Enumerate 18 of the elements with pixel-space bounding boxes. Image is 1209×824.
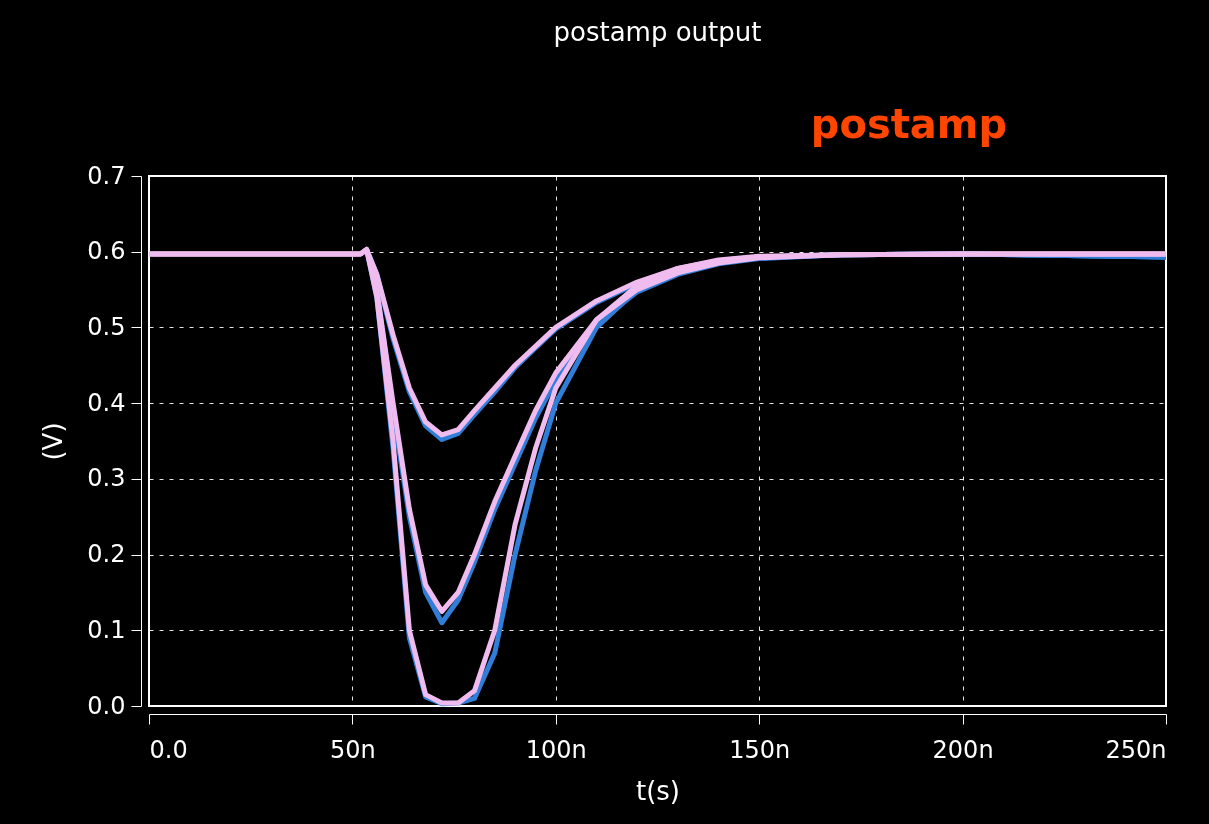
y-tick-label: 0.0 (87, 691, 126, 720)
y-tick-label: 0.6 (87, 237, 126, 266)
y-axis-title: (V) (38, 422, 69, 461)
x-tick-label: 150n (729, 735, 791, 764)
y-tick-label: 0.1 (87, 615, 126, 644)
y-tick-label: 0.5 (87, 312, 126, 341)
x-tick-label: 100n (525, 735, 587, 764)
y-tick-label: 0.3 (87, 464, 126, 493)
x-tick-label: 50n (330, 735, 376, 764)
y-tick-label: 0.4 (87, 388, 126, 417)
y-tick-label: 0.2 (87, 540, 126, 569)
chart-title: postamp output (553, 17, 762, 47)
text: postamp (810, 101, 1008, 147)
x-tick-label: 200n (932, 735, 994, 764)
x-tick-label: 0.0 (149, 735, 188, 764)
x-tick-label: 250n (1105, 735, 1167, 764)
y-tick-label: 0.7 (87, 161, 126, 190)
x-axis-title: t(s) (635, 775, 681, 806)
